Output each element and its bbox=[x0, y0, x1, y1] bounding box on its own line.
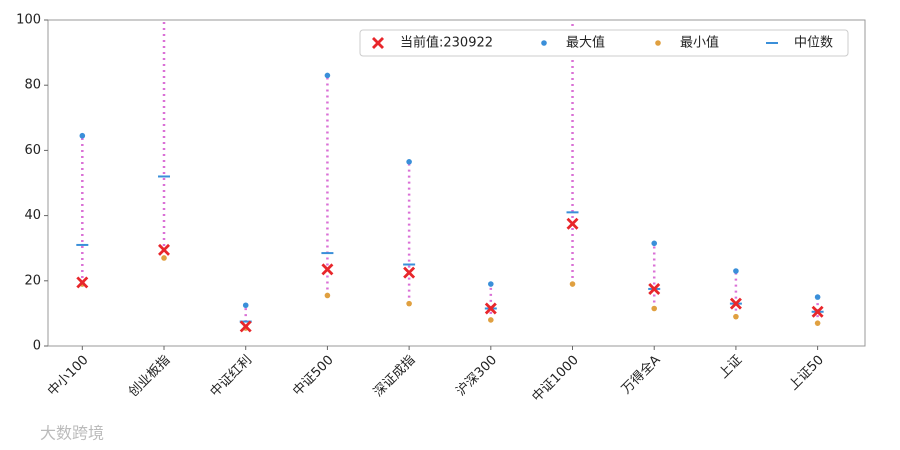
x-tick-label: 中证500 bbox=[290, 353, 337, 400]
point-stroke bbox=[729, 297, 742, 310]
point-stroke bbox=[811, 305, 824, 318]
x-tick-label: 上证50 bbox=[786, 353, 827, 394]
legend-label: 最大值 bbox=[566, 35, 605, 51]
x-tick-label: 万得全A bbox=[618, 352, 663, 397]
y-tick-label: 40 bbox=[24, 208, 41, 223]
x-tick-label: 创业板指 bbox=[126, 353, 173, 400]
point bbox=[403, 266, 416, 279]
legend-box bbox=[359, 29, 849, 57]
point-stroke bbox=[321, 263, 334, 276]
point bbox=[406, 159, 412, 165]
point bbox=[733, 313, 739, 320]
point bbox=[566, 217, 579, 230]
y-tick-label: 0 bbox=[33, 339, 41, 354]
x-tick-label: 中证1000 bbox=[529, 353, 581, 405]
point bbox=[406, 300, 412, 307]
point bbox=[161, 255, 167, 261]
x-tick-label: 沪深300 bbox=[453, 352, 500, 399]
y-tick-label: 20 bbox=[24, 273, 41, 288]
x-tick-label: 上证 bbox=[716, 353, 745, 382]
point bbox=[484, 302, 497, 315]
point-stroke bbox=[239, 320, 252, 333]
legend-label: 中位数 bbox=[794, 36, 833, 51]
y-tick-label: 100 bbox=[16, 13, 41, 28]
legend-label: 最小值 bbox=[680, 35, 719, 51]
point bbox=[733, 268, 739, 274]
legend-marker bbox=[372, 37, 384, 49]
legend-marker bbox=[541, 40, 547, 46]
point bbox=[79, 132, 86, 139]
legend-marker-stroke bbox=[372, 37, 384, 49]
x-tick-label: 深证成指 bbox=[371, 353, 418, 400]
point bbox=[321, 263, 334, 276]
point bbox=[324, 292, 331, 299]
point bbox=[76, 276, 89, 289]
point bbox=[488, 281, 494, 287]
legend-marker bbox=[655, 40, 661, 46]
legend-label: 当前值:230922 bbox=[400, 35, 493, 51]
x-tick-label: 中小100 bbox=[45, 353, 92, 400]
y-tick-label: 60 bbox=[24, 143, 41, 158]
y-tick-label: 80 bbox=[24, 78, 41, 93]
point bbox=[651, 305, 658, 312]
plot-frame bbox=[47, 19, 866, 347]
point-stroke bbox=[566, 217, 579, 230]
point bbox=[814, 294, 821, 300]
point bbox=[324, 72, 331, 79]
point-stroke bbox=[403, 266, 416, 279]
point bbox=[158, 243, 171, 256]
point bbox=[239, 320, 252, 333]
point bbox=[811, 305, 824, 318]
point-stroke bbox=[484, 302, 497, 315]
x-tick-label: 中证红利 bbox=[207, 352, 255, 400]
point bbox=[814, 320, 821, 326]
point bbox=[729, 297, 742, 310]
point bbox=[569, 281, 576, 287]
plot-area bbox=[76, 20, 824, 333]
point bbox=[242, 302, 249, 309]
point bbox=[651, 240, 658, 247]
point-stroke bbox=[158, 243, 171, 256]
point-stroke bbox=[76, 276, 89, 289]
watermark: 大数跨境 bbox=[40, 424, 104, 443]
point-stroke bbox=[648, 282, 661, 295]
point bbox=[488, 317, 494, 323]
point bbox=[648, 282, 661, 295]
